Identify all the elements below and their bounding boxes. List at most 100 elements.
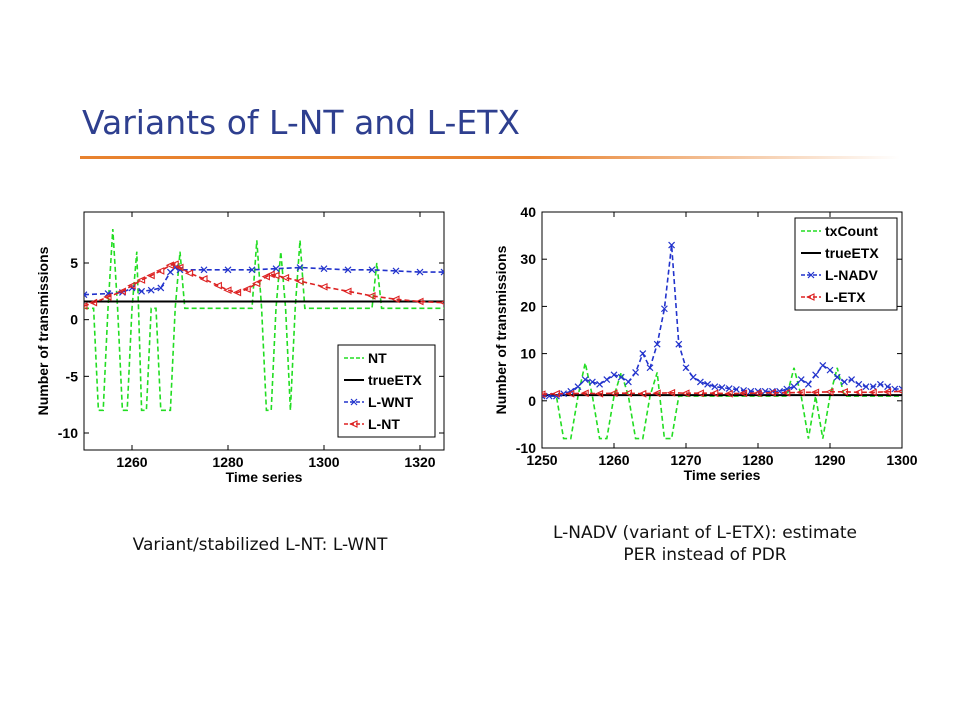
point-l-wnt — [296, 264, 304, 271]
legend-label-txcount: txCount — [825, 223, 878, 239]
legend-label-l-nadv: L-NADV — [825, 267, 879, 283]
point-l-wnt — [368, 266, 376, 274]
point-l-wnt — [392, 267, 400, 275]
caption-right-line1: L-NADV (variant of L-ETX): estimate — [553, 523, 857, 543]
point-l-nadv — [660, 305, 668, 313]
legend-marker-l-nt — [349, 420, 358, 428]
point-l-etx — [542, 390, 546, 399]
caption-right: L-NADV (variant of L-ETX): estimate PER i… — [520, 522, 890, 566]
point-l-etx — [652, 389, 661, 398]
slide-title: Variants of L-NT and L-ETX — [82, 103, 520, 142]
point-l-nt — [391, 295, 400, 304]
point-l-nadv — [840, 378, 848, 386]
point-l-nadv — [876, 380, 884, 388]
x-tick-label: 1290 — [814, 452, 845, 468]
point-l-etx — [853, 388, 863, 397]
point-l-nt — [199, 275, 208, 283]
legend-label-trueetx: trueETX — [825, 245, 879, 261]
legend-label-l-etx: L-ETX — [825, 289, 866, 305]
point-l-wnt — [272, 265, 280, 273]
point-l-etx — [868, 388, 877, 397]
point-l-nadv — [869, 383, 877, 391]
point-l-nt — [117, 287, 126, 296]
x-tick-label: 1300 — [308, 454, 339, 470]
point-l-wnt — [440, 268, 444, 276]
point-l-nadv — [560, 390, 568, 398]
point-l-wnt — [224, 266, 232, 274]
point-l-nadv — [718, 384, 726, 392]
point-l-etx — [695, 389, 704, 398]
point-l-nt — [439, 300, 444, 305]
legend-label-l-wnt: L-WNT — [368, 394, 414, 410]
point-l-nadv — [653, 340, 661, 348]
x-tick-label: 1250 — [526, 452, 557, 468]
point-l-nadv — [668, 241, 676, 249]
point-l-nadv — [732, 386, 740, 393]
point-l-etx — [767, 388, 776, 397]
point-l-nt — [343, 287, 352, 296]
y-axis-label: Number of transmissions — [35, 246, 51, 415]
point-l-nt — [175, 263, 184, 272]
point-l-wnt — [344, 266, 352, 274]
point-l-nadv — [639, 350, 647, 358]
point-l-nt — [146, 271, 155, 280]
plot-series — [542, 241, 902, 440]
point-l-nt — [280, 273, 290, 282]
y-tick-label: 20 — [520, 298, 536, 314]
point-l-nadv — [797, 376, 805, 383]
point-l-nt — [170, 260, 179, 268]
point-l-wnt — [200, 266, 208, 274]
x-tick-label: 1270 — [670, 452, 701, 468]
point-l-etx — [796, 388, 805, 397]
point-l-etx — [753, 389, 762, 398]
point-l-etx — [681, 389, 690, 398]
point-l-nt — [136, 276, 146, 284]
point-l-nt — [103, 293, 112, 301]
point-l-nadv — [833, 373, 841, 381]
x-tick-label: 1300 — [886, 452, 917, 468]
legend-label-trueetx: trueETX — [368, 372, 422, 388]
point-l-nadv — [617, 373, 625, 381]
point-l-nadv — [596, 380, 604, 388]
point-l-nadv — [581, 376, 589, 383]
point-l-wnt — [147, 286, 155, 294]
point-l-etx — [839, 387, 848, 396]
point-l-nadv — [711, 383, 719, 391]
point-l-nadv — [826, 366, 834, 374]
point-l-nt — [184, 269, 194, 278]
y-tick-label: 5 — [70, 255, 78, 271]
point-l-etx — [609, 389, 618, 398]
point-l-nt — [415, 297, 424, 306]
point-l-etx — [897, 389, 902, 394]
point-l-etx — [551, 389, 560, 398]
point-l-wnt — [138, 287, 146, 295]
point-l-wnt — [248, 266, 256, 274]
point-l-nadv — [704, 380, 712, 388]
x-axis-label: Time series — [226, 469, 303, 485]
point-l-nt — [232, 288, 242, 297]
point-l-etx — [580, 389, 589, 398]
point-l-nt — [271, 271, 280, 280]
x-tick-label: 1280 — [742, 452, 773, 468]
point-l-nt — [242, 285, 251, 293]
point-l-etx — [810, 388, 820, 397]
point-l-nt — [84, 302, 88, 310]
y-tick-label: -5 — [66, 368, 79, 384]
point-l-nadv — [610, 371, 618, 379]
point-l-etx — [565, 389, 575, 398]
series-line-l-nt — [84, 263, 444, 307]
point-l-nadv — [855, 380, 863, 388]
point-l-nt — [251, 279, 261, 288]
point-l-nadv — [574, 383, 582, 391]
legend-label-nt: NT — [368, 350, 387, 366]
point-l-etx — [637, 389, 647, 398]
point-l-nt — [319, 282, 328, 291]
point-l-nadv — [725, 385, 733, 392]
point-l-nt — [223, 286, 232, 295]
point-l-nadv — [804, 380, 812, 388]
point-l-nadv — [682, 364, 690, 372]
point-l-etx — [781, 388, 791, 397]
point-l-nadv — [646, 364, 654, 372]
point-l-etx — [623, 389, 632, 398]
